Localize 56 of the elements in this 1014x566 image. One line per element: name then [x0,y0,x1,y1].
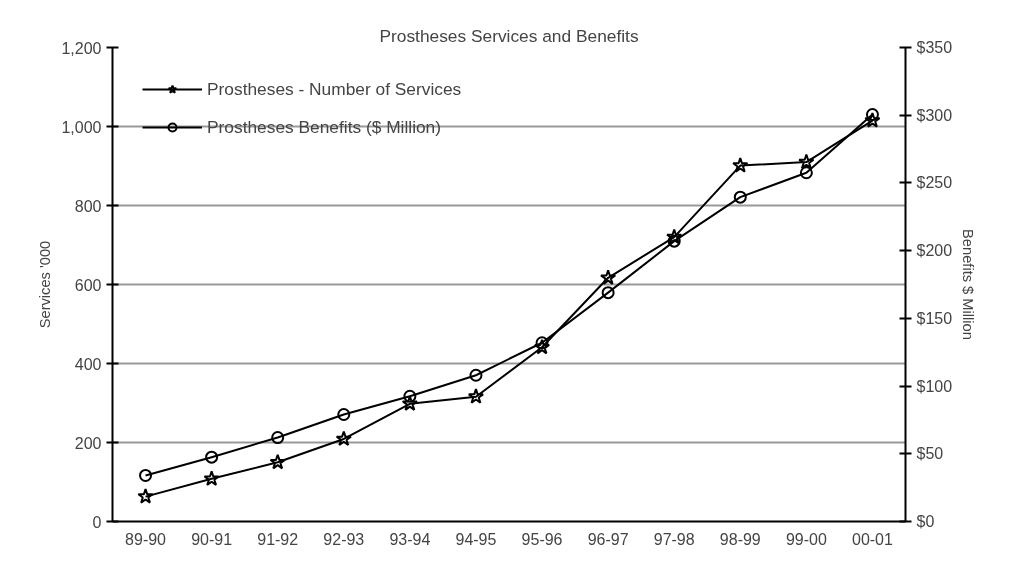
point [864,112,881,128]
y2-tick-label: $300 [916,106,953,124]
y2-tick-label: $0 [916,513,935,530]
y2-axis-title: Benefits $ Million [960,229,977,340]
point [137,488,154,504]
y2-tick-label: $250 [916,174,953,192]
y2-tick-label: $200 [916,242,953,260]
point [535,336,549,350]
y-tick-label: 1,200 [61,39,102,57]
x-tick-label: 90-91 [191,530,233,548]
y2-tick-label: $100 [916,377,953,395]
point [799,166,813,180]
x-tick-label: 95-96 [521,530,563,548]
legend-label: Prostheses Benefits ($ Million) [207,115,442,139]
point [469,368,483,382]
point [666,228,683,245]
x-tick-label: 92-93 [323,530,365,548]
y-tick-label: 800 [74,197,102,215]
point [205,450,219,464]
y-tick-label: 600 [74,276,102,294]
y2-tick-label: $50 [916,445,944,463]
x-tick-label: 99-00 [785,530,827,548]
point [337,408,351,421]
x-tick-label: 97-98 [653,530,695,548]
y-tick-label: 0 [92,513,102,531]
y-tick-label: 1,000 [61,118,102,136]
legend-label: Prostheses - Number of Services [207,77,462,101]
x-tick-label: 94-95 [455,530,497,548]
point [271,431,285,445]
point [601,286,615,300]
x-tick-label: 89-90 [125,530,167,548]
point [733,190,747,204]
y2-tick-label: $150 [916,309,953,327]
y-tick-label: 200 [74,434,102,452]
point [667,234,681,248]
point [401,395,419,411]
x-tick-label: 00-01 [852,530,894,548]
point [732,157,749,173]
point [467,388,485,404]
point [798,153,815,170]
point [533,338,551,355]
x-tick-label: 93-94 [389,530,431,548]
point [269,453,286,470]
chart-title: Prostheses Services and Benefits [379,25,639,46]
y-tick-label: 400 [74,355,102,373]
point [335,430,352,447]
point [403,389,417,403]
point [599,269,617,285]
point [203,470,220,486]
point [139,468,153,482]
x-tick-label: 96-97 [587,530,629,548]
x-tick-label: 98-99 [719,530,761,548]
y-axis-title: Services '000 [37,240,54,329]
point [865,108,879,122]
y2-tick-label: $350 [916,39,953,56]
x-tick-label: 91-92 [257,530,299,548]
